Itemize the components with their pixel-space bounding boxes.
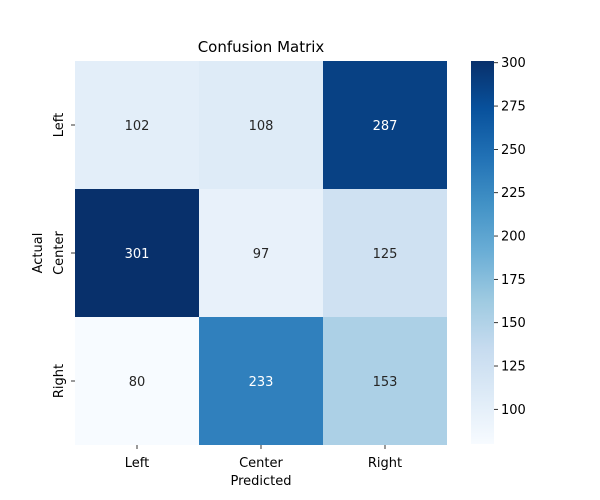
colorbar-tick-label: 200 [501,230,526,245]
colorbar-tick-label: 225 [501,186,526,201]
colorbar-tick-label: 250 [501,143,526,158]
y-tick-label: Center [52,230,67,274]
colorbar-tick-label: 175 [501,273,526,288]
colorbar-tick-label: 125 [501,360,526,375]
cell-value-label: 125 [373,247,398,262]
x-tick-label: Right [368,456,402,471]
x-tick-label: Left [125,456,149,471]
x-axis: Left Center Right [125,445,402,471]
colorbar-ticks: 100 125 150 175 200 225 250 275 300 [494,56,526,418]
cell-value-label: 233 [249,375,274,390]
cell-value-label: 301 [125,247,150,262]
cell-value-label: 102 [125,119,150,134]
cell-value-label: 153 [373,375,398,390]
cell-value-label: 108 [249,119,274,134]
colorbar-tick-label: 300 [501,56,526,71]
cell-value-label: 80 [129,375,146,390]
y-tick-label: Right [52,364,67,398]
y-tick-label: Left [52,113,67,137]
y-axis: Left Center Right [52,113,75,398]
x-axis-label: Predicted [230,474,291,489]
colorbar-tick-label: 100 [501,403,526,418]
cell-value-label: 97 [253,247,270,262]
colorbar-tick-label: 275 [501,100,526,115]
colorbar-tick-label: 150 [501,316,526,331]
colorbar [471,61,494,444]
x-tick-label: Center [239,456,283,471]
y-axis-label: Actual [31,233,46,274]
chart-title: Confusion Matrix [198,38,325,56]
cell-value-label: 287 [373,119,398,134]
